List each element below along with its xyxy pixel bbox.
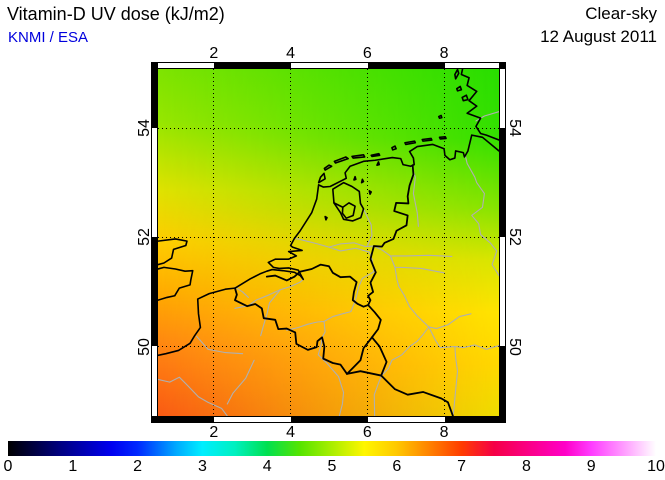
lat-tick-label-right: 50 xyxy=(506,337,523,356)
map-vector-layers xyxy=(158,69,499,416)
lat-tick-label-right: 52 xyxy=(506,228,523,247)
lon-tick-label-top: 2 xyxy=(209,45,219,62)
colorbar-tick-label: 5 xyxy=(327,458,337,475)
layer-coast xyxy=(158,69,499,355)
map-frame-band-right xyxy=(499,69,505,416)
colorbar-tick-label: 7 xyxy=(457,458,467,475)
map-frame-band-left xyxy=(152,69,158,416)
graticule-meridian xyxy=(367,69,368,416)
lat-tick-label-left: 50 xyxy=(136,337,153,356)
colorbar-tick-label: 8 xyxy=(521,458,531,475)
graticule-parallel xyxy=(158,237,499,238)
colorbar-tick-label: 0 xyxy=(3,458,13,475)
lon-tick-label-top: 6 xyxy=(362,45,372,62)
lon-tick-label-bottom: 4 xyxy=(286,424,296,441)
layer-borders xyxy=(235,165,453,416)
map-frame-band-bottom xyxy=(152,416,505,422)
graticule-meridian xyxy=(444,69,445,416)
lat-tick-label-left: 52 xyxy=(136,228,153,247)
colorbar-tick-label: 9 xyxy=(586,458,596,475)
date-label: 12 August 2011 xyxy=(540,27,657,46)
map-frame-inner xyxy=(157,68,500,417)
graticule-meridian xyxy=(213,69,214,416)
colorbar-tick-label: 10 xyxy=(647,458,665,475)
figure-title: Vitamin-D UV dose (kJ/m2) xyxy=(7,4,225,24)
colorbar xyxy=(8,441,656,456)
lon-tick-label-top: 4 xyxy=(286,45,296,62)
colorbar-tick-label: 1 xyxy=(68,458,78,475)
lon-tick-label-top: 8 xyxy=(439,45,449,62)
credit-text: KNMI / ESA xyxy=(8,29,89,46)
colorbar-tick-label: 3 xyxy=(197,458,207,475)
lat-tick-label-left: 54 xyxy=(136,119,153,137)
sky-condition-label: Clear-sky xyxy=(585,4,657,23)
lon-tick-label-bottom: 2 xyxy=(209,424,219,441)
colorbar-tick-label: 6 xyxy=(392,458,402,475)
lon-tick-label-bottom: 6 xyxy=(362,424,372,441)
colorbar-tick-label: 4 xyxy=(262,458,272,475)
map-frame-outer xyxy=(151,62,506,423)
colorbar-tick-label: 2 xyxy=(133,458,143,475)
graticule-parallel xyxy=(158,128,499,129)
lon-tick-label-bottom: 8 xyxy=(439,424,449,441)
graticule-parallel xyxy=(158,346,499,347)
uv-dose-field-east xyxy=(158,69,499,416)
graticule-meridian xyxy=(290,69,291,416)
map-frame-band-top xyxy=(152,63,505,69)
lat-tick-label-right: 54 xyxy=(506,119,523,137)
